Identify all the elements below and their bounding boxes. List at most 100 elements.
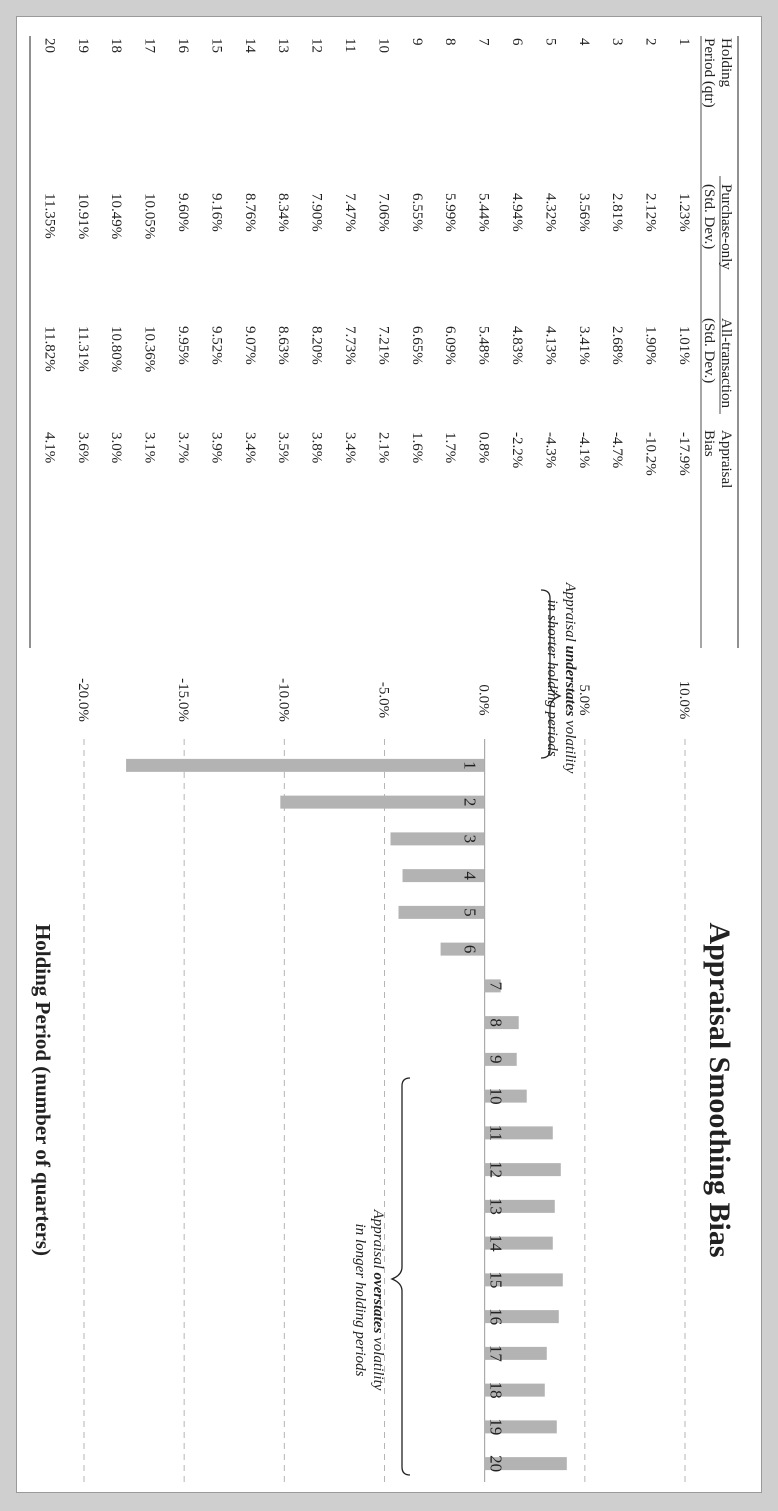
table-cell-period: 10 <box>375 38 391 53</box>
chart-title: Appraisal Smoothing Bias <box>703 922 736 1257</box>
table-cell-all-transaction: 5.48% <box>476 326 492 365</box>
table-cell-bias: 3.0% <box>108 432 124 463</box>
bar-16 <box>484 1310 559 1324</box>
header-std-dev-purchase: (Std. Dev.) <box>701 184 717 249</box>
table-cell-purchase-only: 7.06% <box>375 193 391 232</box>
table-cell-bias: 4.1% <box>41 432 57 463</box>
table-row: 17 10.05% 10.36% 3.1% <box>142 38 158 463</box>
table-cell-period: 2 <box>643 38 659 46</box>
table-cell-all-transaction: 9.07% <box>242 326 258 365</box>
table-cell-period: 15 <box>208 38 224 53</box>
brace-overstates <box>390 1077 411 1476</box>
table-cell-bias: -10.2% <box>643 432 659 476</box>
y-tick-label: -20.0% <box>75 678 91 722</box>
table-cell-period: 16 <box>175 38 191 54</box>
header-appraisal: Appraisal <box>718 430 734 488</box>
table-cell-period: 17 <box>142 38 158 54</box>
table-cell-period: 1 <box>676 38 692 46</box>
table-cell-bias: -2.2% <box>509 432 525 468</box>
table-body: 1 1.23% 1.01% -17.9% 2 2.12% 1.90% -10.2% 3 2.81%… <box>41 38 692 476</box>
bar-7 <box>484 979 501 993</box>
table-cell-bias: 0.8% <box>476 432 492 463</box>
table-cell-bias: 3.7% <box>175 432 191 463</box>
table-cell-period: 7 <box>476 38 492 46</box>
table-cell-period: 8 <box>442 38 458 46</box>
table-cell-period: 12 <box>309 38 325 53</box>
y-tick-label: 10.0% <box>676 681 692 720</box>
table-cell-purchase-only: 2.12% <box>643 193 659 232</box>
table-cell-period: 9 <box>409 38 425 46</box>
bar-20 <box>484 1457 567 1471</box>
table-cell-purchase-only: 1.23% <box>676 193 692 232</box>
table-cell-period: 13 <box>275 38 291 53</box>
bar-10 <box>484 1089 527 1103</box>
table-cell-period: 5 <box>542 38 558 46</box>
table-cell-purchase-only: 7.47% <box>342 193 358 232</box>
table-row: 5 4.32% 4.13% -4.3% <box>542 38 558 468</box>
category-label: 16 <box>487 1308 506 1325</box>
bar-19 <box>484 1420 557 1434</box>
table-cell-bias: 3.6% <box>75 432 91 463</box>
bar-18 <box>484 1383 545 1397</box>
category-label: 8 <box>487 1018 506 1027</box>
table-cell-period: 3 <box>609 38 625 46</box>
table-cell-purchase-only: 3.56% <box>576 193 592 232</box>
table-cell-period: 6 <box>509 38 525 46</box>
table-row: 15 9.16% 9.52% 3.9% <box>208 38 224 463</box>
table-row: 13 8.34% 8.63% 3.5% <box>275 38 291 463</box>
table-cell-all-transaction: 6.65% <box>409 326 425 365</box>
table-cell-all-transaction: 2.68% <box>609 326 625 365</box>
table-cell-purchase-only: 11.35% <box>41 193 57 239</box>
table-row: 6 4.94% 4.83% -2.2% <box>509 38 525 468</box>
y-tick-label: 0.0% <box>476 684 492 715</box>
category-label: 2 <box>461 798 480 807</box>
table-cell-bias: 2.1% <box>375 432 391 463</box>
brace-understates <box>540 589 562 759</box>
category-label: 14 <box>487 1235 506 1253</box>
y-tick-label: -15.0% <box>175 678 191 722</box>
table-row: 14 8.76% 9.07% 3.4% <box>242 38 258 463</box>
table-row: 3 2.81% 2.68% -4.7% <box>609 38 625 468</box>
table-cell-bias: 1.7% <box>442 432 458 463</box>
y-tick-label: 5.0% <box>576 684 592 715</box>
table-row: 1 1.23% 1.01% -17.9% <box>676 38 692 476</box>
bar-13 <box>484 1199 555 1213</box>
table-cell-purchase-only: 5.44% <box>476 193 492 232</box>
table-row: 10 7.06% 7.21% 2.1% <box>375 38 391 463</box>
bias-chart: 10.0%5.0%0.0%-5.0%-10.0%-15.0%-20.0% 123… <box>31 582 736 1482</box>
table-cell-purchase-only: 6.55% <box>409 193 425 232</box>
annotation-overstates: Appraisal overstates volatility <box>370 1209 386 1391</box>
annotation-understates-pre: Appraisal <box>562 582 578 646</box>
category-label: 1 <box>461 761 480 770</box>
annotation-overstates-post: volatility <box>370 1333 386 1390</box>
table-cell-all-transaction: 10.36% <box>142 326 158 372</box>
y-tick-label: -5.0% <box>376 682 392 718</box>
header-std-dev-all: (Std. Dev.) <box>701 318 717 383</box>
category-label: 10 <box>487 1088 506 1105</box>
category-label: 11 <box>487 1125 506 1141</box>
x-axis-title: Holding Period (number of quarters) <box>31 924 55 1256</box>
table-cell-all-transaction: 6.09% <box>442 326 458 365</box>
header-all-transaction: All-transaction <box>718 318 734 408</box>
bar-9 <box>484 1052 517 1066</box>
bar-11 <box>484 1126 553 1140</box>
table-cell-all-transaction: 1.90% <box>643 326 659 365</box>
header-bias: Bias <box>701 430 717 457</box>
bias-bars <box>126 758 567 1471</box>
bar-1 <box>126 758 485 772</box>
header-purchase-only: Purchase-only <box>718 184 734 270</box>
annotation-understates-post: volatility <box>562 716 578 773</box>
category-label: 20 <box>487 1455 506 1472</box>
table-row: 18 10.49% 10.80% 3.0% <box>108 38 124 463</box>
table-cell-all-transaction: 9.95% <box>175 326 191 365</box>
table-cell-purchase-only: 8.76% <box>242 193 258 232</box>
table-cell-purchase-only: 10.91% <box>75 193 91 239</box>
table-cell-bias: 3.4% <box>242 432 258 463</box>
annotation-overstates-bold: overstates <box>370 1273 386 1334</box>
table-row: 4 3.56% 3.41% -4.1% <box>576 38 592 468</box>
table-cell-all-transaction: 11.31% <box>75 326 91 372</box>
table-cell-purchase-only: 4.94% <box>509 193 525 232</box>
